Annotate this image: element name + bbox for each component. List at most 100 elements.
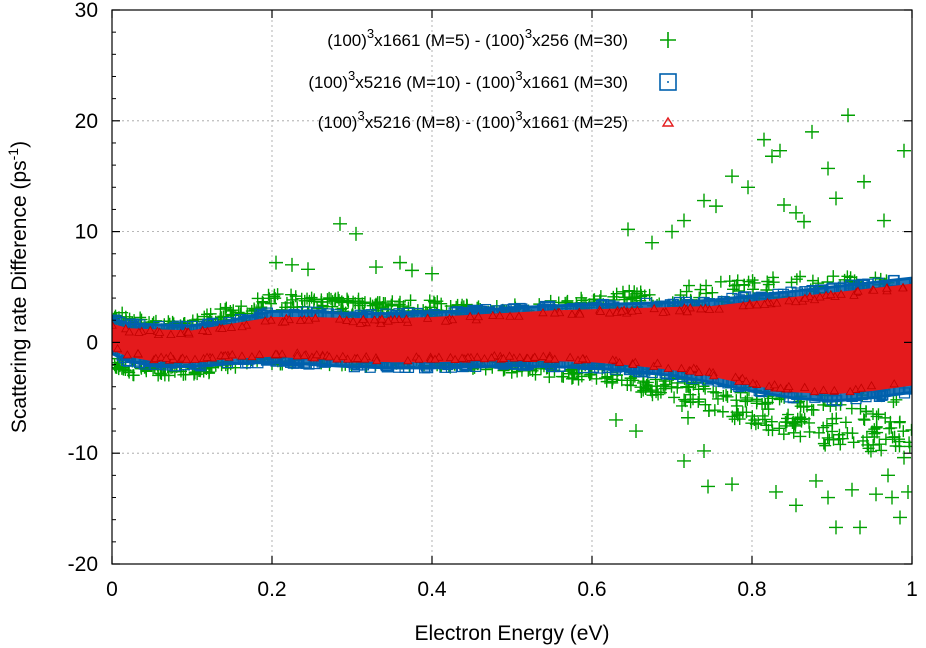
data-point	[762, 278, 775, 291]
data-point	[697, 193, 711, 208]
data-point	[788, 418, 801, 431]
data-point	[439, 361, 451, 373]
data-point	[726, 410, 739, 423]
data-point	[860, 405, 873, 418]
data-point	[251, 292, 264, 305]
data-point	[247, 351, 257, 361]
data-point	[657, 379, 670, 392]
data-point	[220, 350, 230, 360]
data-point	[829, 520, 843, 535]
data-point	[352, 353, 363, 362]
data-point	[684, 388, 697, 401]
data-point	[486, 353, 497, 362]
data-point	[224, 304, 237, 317]
data-point	[869, 285, 879, 294]
legend-marker	[661, 116, 675, 127]
data-point	[730, 399, 743, 412]
data-point	[555, 370, 568, 383]
data-point	[393, 255, 407, 270]
data-point	[789, 498, 803, 513]
data-point	[857, 434, 870, 447]
data-point	[789, 205, 803, 220]
data-point	[817, 437, 830, 450]
data-point	[522, 353, 533, 362]
data-point	[389, 314, 400, 323]
data-point	[277, 349, 287, 358]
data-point	[759, 299, 770, 308]
data-point	[794, 270, 807, 283]
data-point	[681, 380, 694, 393]
data-point	[181, 354, 192, 364]
data-point	[338, 351, 348, 360]
data-point	[827, 433, 840, 446]
data-point	[879, 433, 892, 446]
data-point	[154, 327, 165, 336]
data-point	[769, 380, 780, 389]
legend-label: (100)3x1661 (M=5) - (100)3x256 (M=30)	[327, 26, 628, 50]
data-point	[885, 421, 898, 434]
data-point	[156, 352, 166, 361]
data-point	[769, 484, 783, 499]
data-point	[677, 213, 691, 228]
data-point	[202, 352, 212, 361]
data-point	[853, 520, 867, 535]
data-point	[728, 279, 741, 292]
data-point	[746, 410, 759, 423]
y-axis-title: Scattering rate Difference (ps-1)	[5, 141, 31, 433]
data-point	[709, 199, 723, 214]
data-point	[280, 317, 290, 326]
data-point	[765, 149, 779, 164]
data-point	[692, 395, 705, 408]
data-point	[360, 354, 370, 363]
data-point	[197, 325, 208, 334]
series-3	[112, 282, 912, 396]
data-point	[609, 412, 623, 427]
data-point	[677, 453, 691, 468]
legend-label: (100)3x5216 (M=10) - (100)3x1661 (M=30)	[308, 68, 628, 92]
data-point	[725, 169, 739, 184]
data-point	[787, 426, 800, 439]
data-point	[162, 369, 175, 382]
legend-marker-dot	[667, 81, 669, 83]
data-point	[757, 132, 771, 147]
legend-marker	[659, 73, 677, 91]
data-point	[567, 309, 577, 318]
data-point	[707, 385, 720, 398]
data-point	[342, 315, 352, 324]
data-point	[784, 381, 794, 391]
data-point	[785, 276, 798, 289]
data-point	[706, 286, 719, 299]
data-point	[682, 307, 692, 316]
data-point	[610, 287, 623, 300]
data-point	[888, 430, 901, 443]
data-point	[853, 286, 863, 295]
data-point	[260, 316, 270, 325]
data-point	[674, 289, 687, 302]
data-point	[826, 425, 839, 438]
data-point	[175, 328, 186, 337]
data-point	[632, 305, 643, 315]
x-tick-label: 0.8	[737, 578, 766, 601]
data-point	[414, 354, 424, 363]
data-point	[627, 306, 637, 315]
data-point	[714, 304, 724, 313]
data-point	[650, 386, 663, 399]
data-point	[298, 294, 311, 307]
data-point	[818, 385, 829, 394]
data-point	[854, 402, 867, 415]
data-point	[829, 385, 840, 395]
data-point	[708, 371, 719, 380]
data-point	[693, 393, 706, 406]
data-point	[627, 291, 640, 304]
y-tick-label: 10	[75, 221, 98, 244]
data-point	[815, 292, 825, 301]
data-point	[744, 300, 754, 309]
y-tick-label: 30	[75, 0, 98, 22]
data-point	[511, 365, 524, 378]
data-point	[858, 414, 871, 427]
data-point	[604, 308, 615, 317]
data-point	[680, 285, 693, 298]
data-point	[857, 174, 871, 189]
data-point	[809, 473, 823, 488]
data-point	[839, 416, 852, 429]
